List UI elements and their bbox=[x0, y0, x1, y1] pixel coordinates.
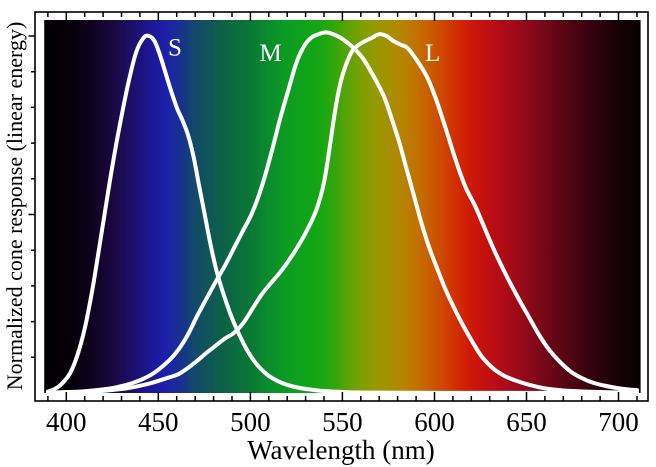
x-tick-label: 700 bbox=[598, 407, 639, 437]
s-curve-label: S bbox=[168, 34, 182, 61]
x-tick-label: 550 bbox=[322, 407, 363, 437]
axis-ticks bbox=[28, 12, 638, 401]
m-cone-curve bbox=[45, 30, 639, 395]
x-tick-label: 650 bbox=[506, 407, 547, 437]
l-cone-curve bbox=[45, 32, 639, 395]
x-tick-labels: 400 450 500 550 600 650 700 bbox=[46, 407, 639, 437]
x-tick-label: 400 bbox=[46, 407, 87, 437]
tick-marks bbox=[28, 12, 638, 401]
x-tick-label: 600 bbox=[414, 407, 455, 437]
y-axis-title: Normalized cone response (linear energy) bbox=[2, 22, 27, 391]
m-curve-label: M bbox=[259, 40, 281, 67]
l-curve-label: L bbox=[425, 40, 440, 67]
x-axis-title: Wavelength (nm) bbox=[247, 435, 435, 465]
cone-response-curves bbox=[45, 30, 639, 395]
x-tick-label: 500 bbox=[230, 407, 271, 437]
x-tick-label: 450 bbox=[138, 407, 179, 437]
s-cone-curve bbox=[45, 33, 639, 395]
plot-frame bbox=[34, 11, 649, 402]
